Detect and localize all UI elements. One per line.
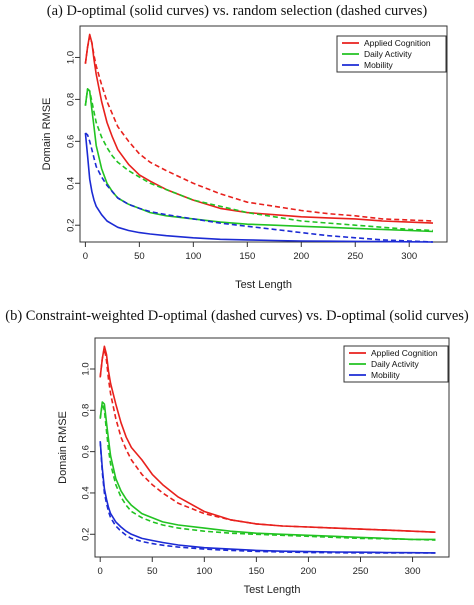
- x-tick-label: 0: [83, 251, 88, 262]
- panel-a-title: (a) D-optimal (solid curves) vs. random …: [46, 3, 428, 19]
- series-applied-cognition-dashed-line: [99, 347, 436, 533]
- x-tick-label: 300: [405, 566, 421, 577]
- x-tick-label: 150: [248, 566, 264, 577]
- legend-label-applied-cognition: Applied Cognition: [364, 38, 431, 48]
- panel-b-title: (b) Constraint-weighted D-optimal (dashe…: [5, 308, 469, 324]
- x-tick-label: 100: [185, 251, 201, 262]
- y-tick-label: 0.2: [80, 528, 91, 541]
- legend-box: [336, 35, 447, 73]
- x-tick-label: 50: [134, 251, 145, 262]
- x-tick-label: 150: [239, 251, 255, 262]
- y-tick-label: 0.4: [65, 177, 76, 190]
- legend-label-daily-activity: Daily Activity: [371, 359, 419, 369]
- legend-label-mobility: Mobility: [364, 60, 394, 70]
- y-tick-label: 0.8: [80, 404, 91, 417]
- series-mobility-solid-line: [84, 132, 434, 243]
- y-tick-label: 0.2: [65, 219, 76, 232]
- series-mobility-dashed-line: [84, 132, 434, 243]
- series-mobility-dashed-line: [99, 441, 436, 554]
- plot-frame: [79, 25, 448, 243]
- series-daily-activity-dashed-line: [84, 88, 434, 232]
- x-tick-label: 0: [98, 566, 103, 577]
- series-daily-activity-dashed-line: [99, 403, 436, 541]
- plot-frame: [94, 337, 450, 558]
- x-axis-title: Test Length: [235, 279, 292, 291]
- legend-label-applied-cognition: Applied Cognition: [371, 348, 438, 358]
- y-tick-label: 0.6: [80, 445, 91, 458]
- series-daily-activity-solid-line: [99, 401, 436, 541]
- series-mobility-solid-line: [99, 441, 436, 554]
- legend-label-mobility: Mobility: [371, 370, 401, 380]
- y-tick-label: 0.4: [80, 486, 91, 499]
- series-daily-activity-solid-line: [84, 88, 434, 233]
- x-axis-title: Test Length: [244, 584, 301, 596]
- x-tick-label: 100: [196, 566, 212, 577]
- x-tick-label: 250: [353, 566, 369, 577]
- series-applied-cognition-dashed-line: [84, 35, 434, 222]
- y-axis-title: Domain RMSE: [41, 98, 53, 171]
- x-tick-label: 50: [147, 566, 158, 577]
- y-tick-label: 1.0: [65, 51, 76, 64]
- x-tick-label: 300: [401, 251, 417, 262]
- y-tick-label: 0.8: [65, 93, 76, 106]
- panel-a-chart: 0 50 100 150 200 250 300 0.2 0.4 0.6 0.8 1.0 Test Le…: [41, 25, 448, 291]
- x-tick-label: 250: [347, 251, 363, 262]
- x-tick-label: 200: [293, 251, 309, 262]
- y-tick-label: 0.6: [65, 135, 76, 148]
- y-tick-label: 1.0: [80, 362, 91, 375]
- panel-b-chart: 0 50 100 150 200 250 300 0.2 0.4 0.6 0.8 1.0 Test Le…: [57, 337, 450, 596]
- y-axis-title: Domain RMSE: [57, 411, 69, 484]
- x-tick-label: 200: [301, 566, 317, 577]
- legend-label-daily-activity: Daily Activity: [364, 49, 412, 59]
- series-applied-cognition-solid-line: [99, 345, 436, 533]
